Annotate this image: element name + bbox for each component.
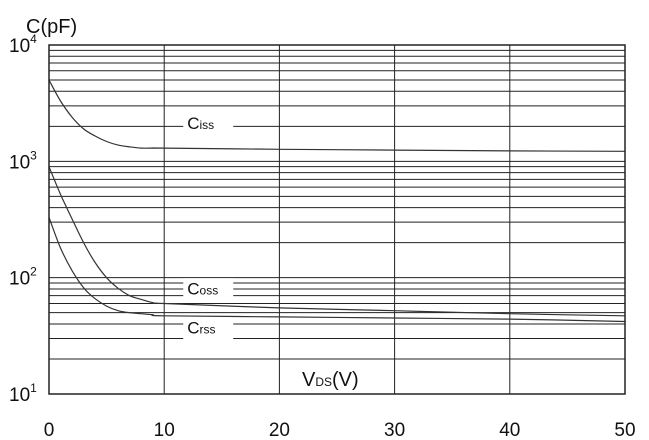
x-tick-label: 50 (614, 420, 635, 440)
curves (48, 79, 626, 323)
x-tick-label: 40 (499, 420, 520, 440)
series-label-sub: iss (200, 118, 215, 132)
y-tick-exponent: 4 (30, 32, 37, 46)
x-axis-label-main: V (302, 369, 316, 391)
plot-frame (48, 44, 626, 395)
x-tick-label: 30 (384, 420, 405, 440)
series-label-background (183, 112, 234, 135)
x-axis-label-sub: DS (315, 375, 332, 389)
x-axis-label-unit: (V) (332, 369, 359, 391)
series-label-main: C (187, 114, 199, 133)
grid (48, 45, 626, 395)
series-label-main: C (187, 279, 199, 298)
y-tick-label: 103 (9, 148, 37, 173)
y-axis-label: C(pF) (26, 16, 77, 38)
series-label-background (183, 278, 234, 301)
series-label-coss: Coss (187, 279, 218, 298)
series-label-sub: oss (200, 283, 219, 297)
series-line-crss (48, 217, 626, 323)
y-tick-base: 10 (9, 152, 30, 173)
x-tick-label: 10 (154, 420, 175, 440)
x-tick-labels: 0 10 20 30 40 50 (44, 420, 636, 440)
y-tick-exponent: 1 (30, 381, 37, 395)
series-line-ciss (48, 79, 626, 152)
x-tick-label: 0 (44, 420, 55, 440)
y-tick-base: 10 (9, 269, 30, 290)
y-tick-label: 101 (9, 381, 37, 406)
series-label-sub: rss (200, 323, 216, 337)
y-tick-exponent: 3 (30, 148, 37, 162)
series-label-background (183, 317, 234, 340)
x-axis-label: VDS(V) (302, 369, 359, 391)
y-tick-base: 10 (9, 36, 30, 57)
series-label-main: C (187, 319, 199, 338)
y-tick-label: 104 (9, 32, 37, 57)
x-tick-label: 20 (269, 420, 290, 440)
series-line-coss (48, 166, 626, 317)
y-tick-label: 102 (9, 265, 37, 290)
y-tick-exponent: 2 (30, 265, 37, 279)
series-label-crss: Crss (187, 319, 215, 338)
y-tick-base: 10 (9, 385, 30, 406)
series-label-ciss: Ciss (187, 114, 214, 133)
